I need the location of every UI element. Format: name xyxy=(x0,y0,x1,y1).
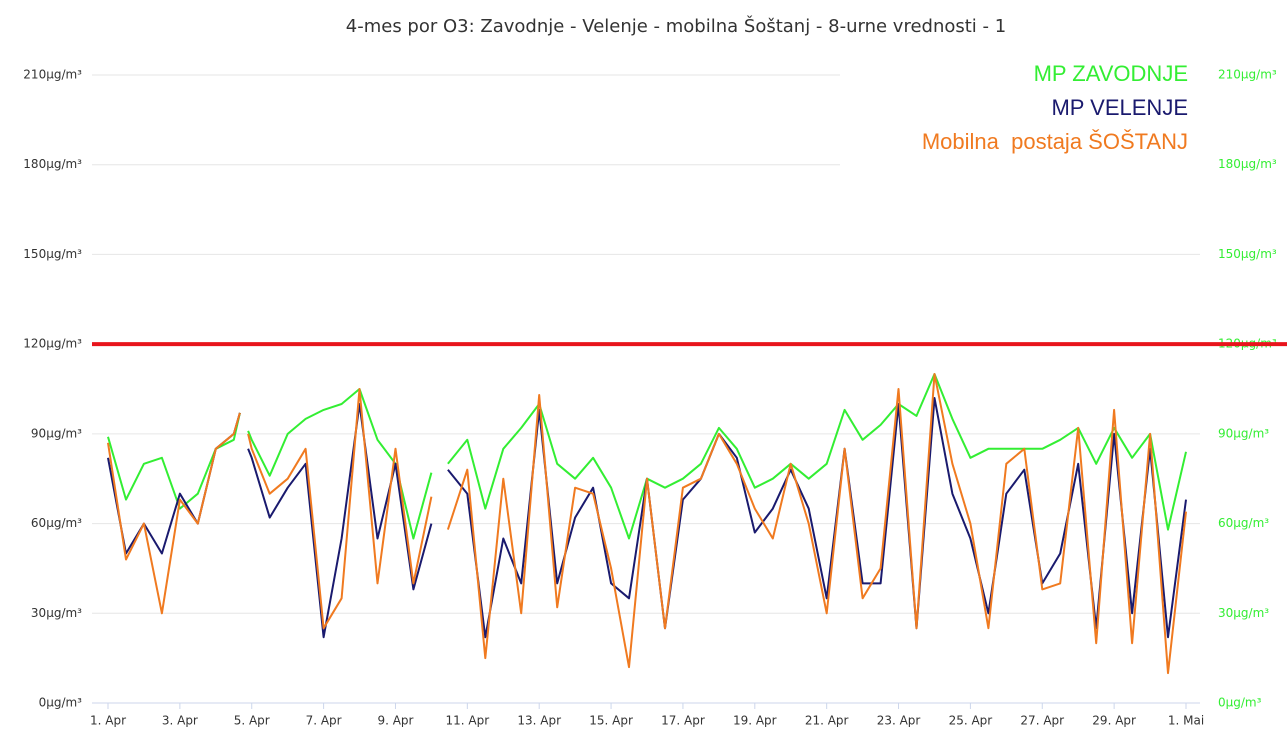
series-line xyxy=(107,373,1187,675)
y-tick-label: 60µg/m³ xyxy=(31,516,82,530)
y2-tick-label: 30µg/m³ xyxy=(1218,606,1269,620)
y-tick-label: 0µg/m³ xyxy=(39,696,83,710)
legend-background xyxy=(840,58,1200,168)
chart-title: 4-mes por O3: Zavodnje - Velenje - mobil… xyxy=(346,15,1006,37)
y2-tick-label: 60µg/m³ xyxy=(1218,516,1269,530)
y2-tick-label: 210µg/m³ xyxy=(1218,68,1277,82)
y-tick-label: 150µg/m³ xyxy=(23,247,82,261)
y-tick-label: 30µg/m³ xyxy=(31,606,82,620)
y-tick-label: 120µg/m³ xyxy=(23,337,82,351)
legend-entry: MP ZAVODNJE xyxy=(1034,61,1188,86)
x-tick-label: 25. Apr xyxy=(949,714,993,728)
x-tick-label: 11. Apr xyxy=(445,714,489,728)
y2-tick-label: 150µg/m³ xyxy=(1218,247,1277,261)
x-tick-label: 1. Mai xyxy=(1168,714,1204,728)
x-tick-label: 23. Apr xyxy=(877,714,921,728)
x-tick-label: 3. Apr xyxy=(162,714,198,728)
x-tick-label: 1. Apr xyxy=(90,714,126,728)
legend-entry: MP VELENJE xyxy=(1051,95,1188,120)
x-tick-label: 17. Apr xyxy=(661,714,705,728)
x-tick-label: 29. Apr xyxy=(1092,714,1136,728)
x-tick-label: 9. Apr xyxy=(377,714,413,728)
y2-tick-label: 90µg/m³ xyxy=(1218,426,1269,440)
x-tick-label: 27. Apr xyxy=(1020,714,1064,728)
x-tick-label: 5. Apr xyxy=(234,714,270,728)
x-tick-label: 7. Apr xyxy=(306,714,342,728)
x-tick-label: 19. Apr xyxy=(733,714,777,728)
y-tick-label: 180µg/m³ xyxy=(23,157,82,171)
legend-entry: Mobilna postaja ŠOŠTANJ xyxy=(922,129,1188,154)
x-tick-label: 15. Apr xyxy=(589,714,633,728)
y-tick-label: 90µg/m³ xyxy=(31,426,82,440)
x-tick-label: 21. Apr xyxy=(805,714,849,728)
y-tick-label: 210µg/m³ xyxy=(23,68,82,82)
x-tick-label: 13. Apr xyxy=(517,714,561,728)
y2-tick-label: 0µg/m³ xyxy=(1218,696,1262,710)
y2-tick-label: 180µg/m³ xyxy=(1218,157,1277,171)
